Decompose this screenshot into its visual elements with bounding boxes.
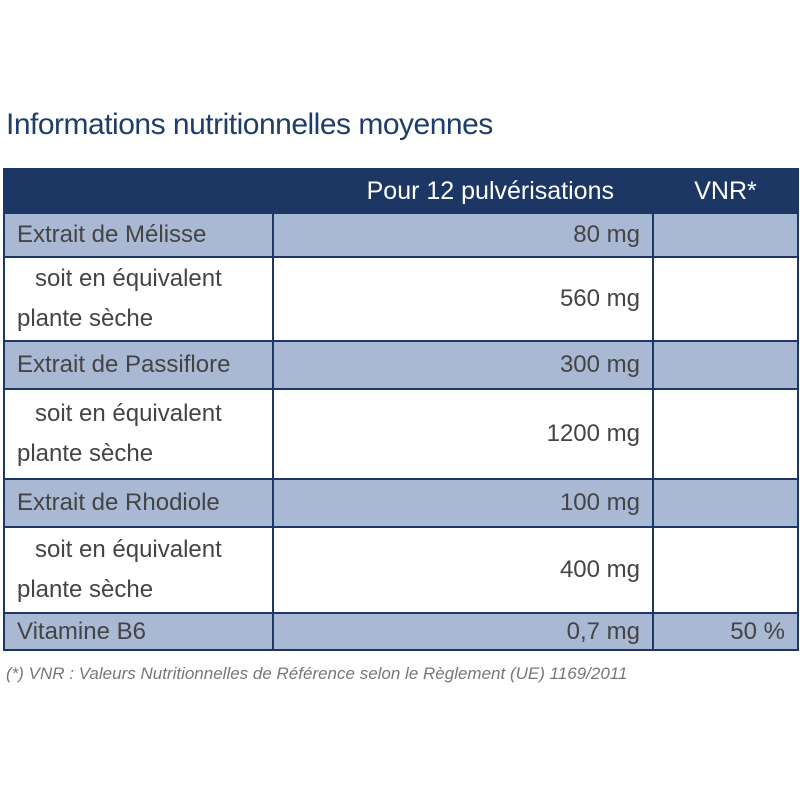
amount: 1200 mg [546,420,640,447]
label-cell: Extrait de Mélisse [5,214,274,256]
header-cell: Pour 12 pulvérisations [274,170,654,212]
header-row: Pour 12 pulvérisations VNR* [5,170,797,212]
table-row: Vitamine B6 0,7 mg 50 % [5,612,797,649]
label-cell: Vitamine B6 [5,614,274,649]
vnr: 50 % [730,617,785,645]
header-text: Pour 12 pulvérisations [366,177,614,205]
amount-cell: 100 mg [274,480,654,526]
row-label: plante sèche [17,440,154,467]
header-text: VNR* [694,177,757,205]
vnr-cell [654,528,797,612]
amount-cell: 300 mg [274,342,654,388]
amount-cell: 0,7 mg [274,614,654,649]
row-label: Extrait de Passiflore [17,351,231,378]
vnr-cell [654,342,797,388]
row-label: Extrait de Mélisse [17,221,207,248]
amount-cell: 400 mg [274,528,654,612]
nutrition-table: Pour 12 pulvérisations VNR* Extrait de Mél… [3,168,799,651]
amount: 0,7 mg [566,617,640,645]
label-cell: Extrait de Passiflore [5,342,274,388]
vnr-cell [654,214,797,256]
vnr-cell [654,390,797,478]
table-row: Extrait de Rhodiole 100 mg [5,478,797,526]
row-label: plante sèche [17,305,154,332]
vnr-cell [654,480,797,526]
table-row: Extrait de Mélisse 80 mg [5,212,797,256]
amount-cell: 1200 mg [274,390,654,478]
amount: 300 mg [559,351,640,378]
amount: 560 mg [559,285,640,312]
amount: 400 mg [559,556,640,583]
table-row: soit en équivalent plante sèche 400 mg [5,526,797,612]
table-row: soit en équivalent plante sèche 560 mg [5,256,797,340]
title: Informations nutritionnelles moyennes [6,108,493,141]
table-row: soit en équivalent plante sèche 1200 mg [5,388,797,478]
row-label: soit en équivalent [35,536,222,563]
vnr-cell [654,258,797,340]
footnote: (*) VNR : Valeurs Nutritionnelles de Réf… [6,664,628,683]
row-label: soit en équivalent [35,400,222,427]
amount-cell: 560 mg [274,258,654,340]
amount: 80 mg [573,221,640,248]
row-label: Extrait de Rhodiole [17,489,220,516]
table-row: Extrait de Passiflore 300 mg [5,340,797,388]
row-label: soit en équivalent [35,265,222,292]
label-cell: soit en équivalent plante sèche [5,528,274,612]
row-label: plante sèche [17,576,154,603]
label-cell: soit en équivalent plante sèche [5,390,274,478]
amount: 100 mg [559,489,640,516]
label-cell: Extrait de Rhodiole [5,480,274,526]
header-cell [5,170,274,212]
amount-cell: 80 mg [274,214,654,256]
vnr-cell: 50 % [654,614,797,649]
label-cell: soit en équivalent plante sèche [5,258,274,340]
row-label: Vitamine B6 [17,617,146,645]
header-cell: VNR* [654,170,797,212]
